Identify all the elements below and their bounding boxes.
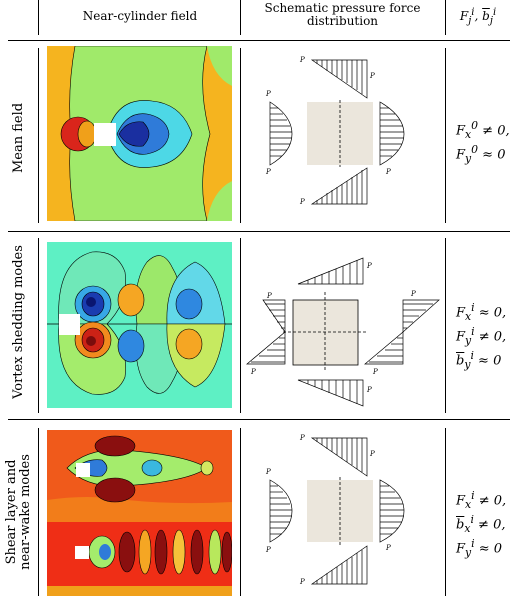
svg-text:P: P bbox=[369, 450, 375, 458]
svg-text:P: P bbox=[385, 168, 391, 176]
svg-text:P: P bbox=[250, 368, 256, 376]
row-label-vortex: Vortex shedding modes bbox=[11, 245, 26, 399]
col-line-3 bbox=[445, 0, 446, 35]
svg-text:P: P bbox=[410, 290, 416, 298]
row-label-shear: Shear layer and near-wake modes bbox=[4, 454, 33, 570]
svg-text:P: P bbox=[265, 90, 271, 98]
eq-vortex-fx: Fxi ≈ 0, bbox=[456, 301, 507, 323]
schematic-shear: P P P P P P bbox=[265, 434, 405, 586]
svg-text:P: P bbox=[372, 368, 378, 376]
header-schematic-line2: distribution bbox=[306, 14, 379, 28]
eq-vortex-fy: Fyi ≠ 0, bbox=[456, 324, 507, 347]
svg-text:P: P bbox=[385, 544, 391, 552]
svg-text:P: P bbox=[299, 578, 305, 586]
svg-text:P: P bbox=[265, 546, 271, 554]
eq-shear: Fxi ≠ 0, bxi ≠ 0, Fyi ≈ 0 bbox=[456, 488, 506, 560]
schematic-mean: P P P P P P bbox=[265, 56, 405, 206]
svg-text:P: P bbox=[299, 198, 305, 206]
rule-1 bbox=[8, 231, 510, 232]
shear-field-contour-bottom bbox=[47, 512, 232, 596]
vortex-field-contour bbox=[47, 242, 232, 408]
col-line-1a bbox=[38, 48, 39, 223]
schematic-vortex: P P P P P P bbox=[246, 257, 440, 407]
col-line-2b bbox=[240, 238, 241, 413]
header-schematic-line1: Schematic pressure force bbox=[264, 1, 421, 15]
header-schematic: Schematic pressure force distribution bbox=[245, 2, 440, 28]
col-line-1c bbox=[38, 428, 39, 596]
row-label-mean: Mean field bbox=[11, 102, 26, 174]
eq-mean-fx: Fx0 ≠ 0, bbox=[456, 119, 510, 141]
svg-text:P: P bbox=[265, 468, 271, 476]
col-line-2a bbox=[240, 48, 241, 223]
col-line-2 bbox=[240, 0, 241, 35]
eq-shear-bx: bxi ≠ 0, bbox=[456, 512, 506, 535]
eq-shear-fx: Fxi ≠ 0, bbox=[456, 489, 507, 511]
col-line-3b bbox=[445, 238, 446, 413]
eq-vortex: Fxi ≈ 0, Fyi ≠ 0, byi ≈ 0 bbox=[456, 300, 506, 372]
eq-mean: Fx0 ≠ 0, Fy0 ≈ 0 bbox=[456, 118, 510, 166]
row-label-shear-line1: Shear layer and bbox=[4, 459, 19, 565]
header-forces: Fji, bji bbox=[459, 7, 497, 27]
row-label-shear-line2: near-wake modes bbox=[18, 454, 33, 570]
svg-text:P: P bbox=[299, 434, 305, 442]
svg-text:P: P bbox=[366, 386, 372, 394]
top-rule bbox=[8, 40, 510, 41]
col-line-3c bbox=[445, 428, 446, 596]
eq-shear-fy: Fyi ≈ 0 bbox=[456, 536, 503, 559]
col-line-1 bbox=[38, 0, 39, 35]
svg-text:P: P bbox=[366, 262, 372, 270]
rule-2 bbox=[8, 419, 510, 420]
svg-text:P: P bbox=[266, 292, 272, 300]
shear-field-contour-top bbox=[47, 430, 232, 512]
eq-mean-fy: Fy0 ≈ 0 bbox=[456, 142, 506, 165]
svg-text:P: P bbox=[265, 168, 271, 176]
col-line-3a bbox=[445, 48, 446, 223]
header-near-cylinder: Near-cylinder field bbox=[82, 9, 198, 23]
mean-field-contour bbox=[47, 46, 232, 221]
eq-vortex-by: byi ≈ 0 bbox=[456, 348, 502, 371]
col-line-2c bbox=[240, 428, 241, 596]
svg-text:P: P bbox=[299, 56, 305, 64]
svg-text:P: P bbox=[369, 72, 375, 80]
col-line-1b bbox=[38, 238, 39, 413]
